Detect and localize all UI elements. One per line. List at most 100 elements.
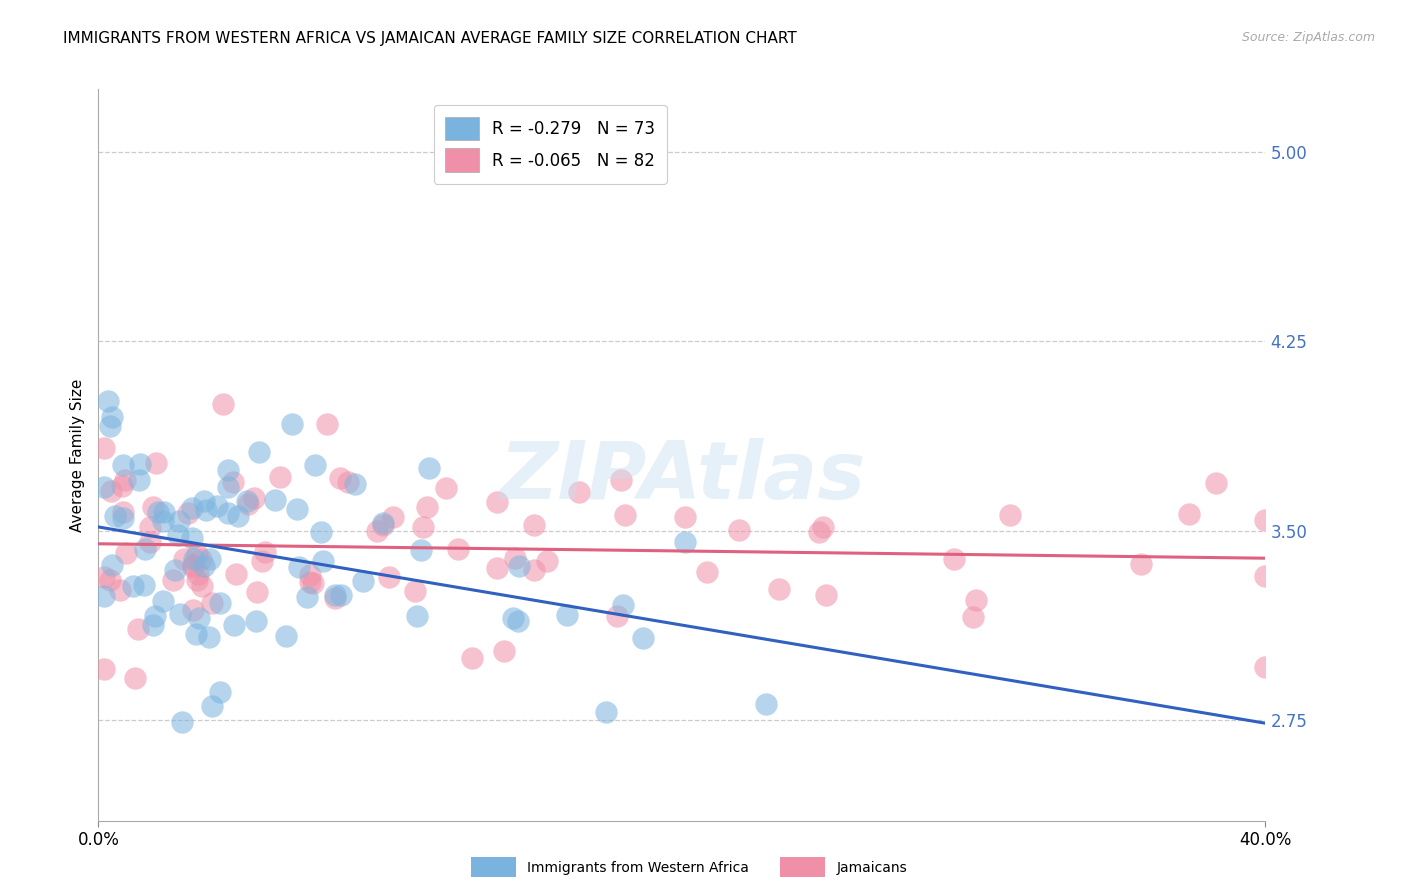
Point xyxy=(152,514,174,528)
Point xyxy=(416,500,439,514)
Point xyxy=(811,520,834,534)
Y-axis label: Average Family Size: Average Family Size xyxy=(69,378,84,532)
Point xyxy=(209,596,232,610)
Point xyxy=(195,503,218,517)
Point xyxy=(217,506,239,520)
Point xyxy=(382,509,405,524)
Point xyxy=(152,593,174,607)
Point xyxy=(173,552,195,566)
Point xyxy=(631,631,654,645)
Point xyxy=(242,491,264,505)
Point xyxy=(198,630,221,644)
Point xyxy=(115,546,138,560)
Point xyxy=(127,622,149,636)
Point xyxy=(183,552,205,566)
Point xyxy=(190,551,212,566)
Point xyxy=(122,579,145,593)
Point xyxy=(124,671,146,685)
Point xyxy=(336,475,359,490)
Point xyxy=(673,509,696,524)
Point xyxy=(613,508,636,523)
Point xyxy=(200,552,222,566)
Point xyxy=(222,475,245,489)
Point xyxy=(139,534,162,549)
Point xyxy=(274,629,297,643)
Point xyxy=(111,458,134,472)
Point xyxy=(153,505,176,519)
Point xyxy=(128,473,150,487)
Point xyxy=(201,596,224,610)
Point xyxy=(768,582,790,596)
Point xyxy=(492,644,515,658)
Point xyxy=(808,524,831,539)
Point xyxy=(97,393,120,408)
Point xyxy=(1254,569,1277,583)
Point xyxy=(169,514,191,528)
Point xyxy=(373,516,395,531)
Point xyxy=(298,567,321,582)
Point xyxy=(595,705,617,719)
Point xyxy=(508,614,530,628)
Point xyxy=(142,618,165,632)
Point xyxy=(101,410,124,425)
Point xyxy=(404,583,426,598)
Point xyxy=(295,591,318,605)
Point xyxy=(146,506,169,520)
Point xyxy=(943,551,966,566)
Point xyxy=(183,560,205,574)
Point xyxy=(187,566,209,581)
Point xyxy=(612,598,634,612)
Point xyxy=(523,563,546,577)
Point xyxy=(606,609,628,624)
Point xyxy=(193,559,215,574)
Point xyxy=(112,511,135,525)
Point xyxy=(181,500,204,515)
Point xyxy=(104,509,127,524)
Point xyxy=(281,417,304,431)
Point xyxy=(201,698,224,713)
Legend: R = -0.279   N = 73, R = -0.065   N = 82: R = -0.279 N = 73, R = -0.065 N = 82 xyxy=(433,105,666,184)
Point xyxy=(93,662,115,676)
Point xyxy=(434,481,457,495)
Point xyxy=(247,445,270,459)
Point xyxy=(965,592,987,607)
Text: ZIPAtlas: ZIPAtlas xyxy=(499,438,865,516)
Point xyxy=(181,603,204,617)
Point xyxy=(523,518,546,533)
Point xyxy=(111,479,134,493)
Point xyxy=(536,554,558,568)
Point xyxy=(555,608,578,623)
Point xyxy=(409,543,432,558)
Point xyxy=(508,559,530,574)
Point xyxy=(236,497,259,511)
Point xyxy=(222,617,245,632)
Point xyxy=(169,607,191,622)
Point xyxy=(98,419,121,434)
Point xyxy=(412,520,434,534)
Point xyxy=(129,457,152,471)
Point xyxy=(568,485,591,500)
Point xyxy=(108,582,131,597)
Point xyxy=(211,397,233,411)
Point xyxy=(323,589,346,603)
Point xyxy=(418,461,440,475)
Point xyxy=(180,532,202,546)
Point xyxy=(287,501,309,516)
Point xyxy=(1177,507,1199,521)
Point xyxy=(208,684,231,698)
Point xyxy=(183,558,205,572)
Point xyxy=(406,608,429,623)
Point xyxy=(461,651,484,665)
Point xyxy=(167,528,190,542)
Point xyxy=(503,551,526,566)
Point xyxy=(188,611,211,625)
Point xyxy=(177,506,200,520)
Point xyxy=(186,573,208,587)
Point xyxy=(610,473,633,487)
Point xyxy=(814,588,837,602)
Point xyxy=(193,494,215,508)
Point xyxy=(217,463,239,477)
Point xyxy=(162,574,184,588)
Point xyxy=(304,458,326,472)
Point xyxy=(352,574,374,588)
